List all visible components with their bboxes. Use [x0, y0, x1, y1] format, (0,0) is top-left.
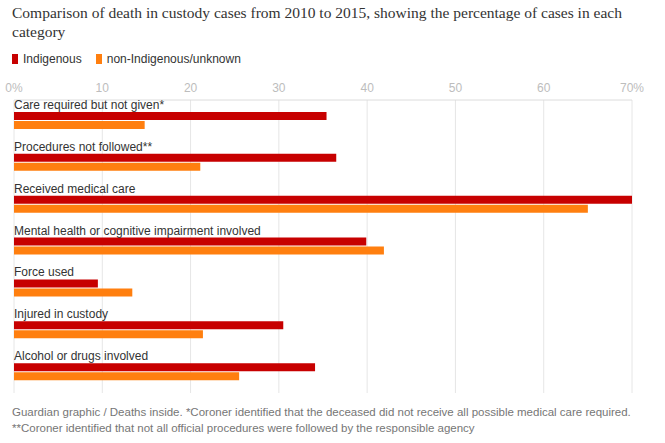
html-text:Indigenous: Indigenous: [23, 52, 82, 66]
svg-text:Injured in custody: Injured in custody: [14, 307, 108, 321]
svg-text:Force used: Force used: [14, 265, 74, 279]
svg-text:60: 60: [537, 81, 551, 95]
svg-text:50: 50: [449, 81, 463, 95]
svg-text:Procedures not followed**: Procedures not followed**: [14, 140, 152, 154]
svg-text:70%: 70%: [620, 81, 644, 95]
html-text:non-Indigenous/unknown: non-Indigenous/unknown: [106, 52, 241, 66]
html-text:Guardian graphic / Deaths insi: Guardian graphic / Deaths inside. *Coron…: [12, 406, 631, 434]
html-text:Comparison of death in custody: Comparison of death in custody cases fro…: [12, 4, 622, 40]
svg-text:30: 30: [272, 81, 286, 95]
svg-text:10: 10: [96, 81, 110, 95]
svg-text:0%: 0%: [8, 81, 23, 95]
svg-text:Received medical care: Received medical care: [14, 182, 136, 196]
svg-text:Mental health or cognitive imp: Mental health or cognitive impairment in…: [14, 224, 261, 238]
svg-text:Alcohol or drugs involved: Alcohol or drugs involved: [14, 349, 148, 363]
svg-text:40: 40: [360, 81, 374, 95]
svg-text:Care required but not given*: Care required but not given*: [14, 98, 164, 112]
svg-text:20: 20: [184, 81, 198, 95]
